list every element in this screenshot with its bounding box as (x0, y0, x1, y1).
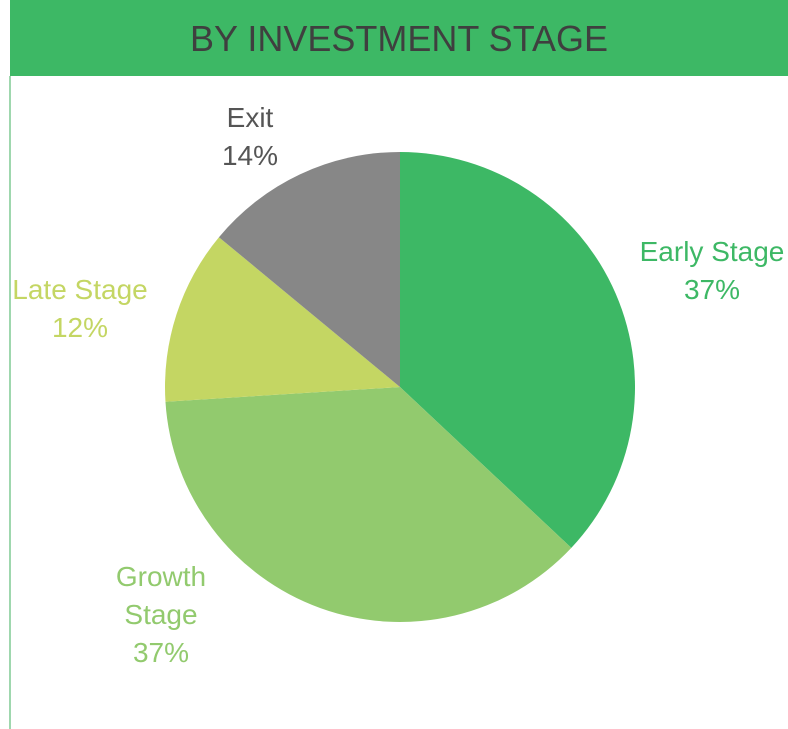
pie-slice (400, 152, 635, 548)
value-label: 37% (132, 637, 190, 668)
slice-label: Growth Stage 37% (101, 558, 221, 672)
category-label: Growth Stage (115, 561, 207, 630)
pie-slice (165, 387, 572, 622)
pie-slice (165, 237, 400, 402)
left-rule (9, 76, 11, 729)
category-label: Late Stage (12, 274, 148, 305)
slice-label: Late Stage 12% (0, 271, 180, 347)
chart-title: BY INVESTMENT STAGE (189, 18, 609, 59)
slice-label: Early Stage 37% (612, 233, 788, 309)
pie-slice (218, 152, 400, 387)
category-label: Exit (226, 102, 274, 133)
slice-label: Exit 14% (190, 99, 310, 175)
category-label: Early Stage (639, 236, 785, 267)
value-label: 12% (51, 312, 109, 343)
value-label: 37% (683, 274, 741, 305)
value-label: 14% (221, 140, 279, 171)
header-bar (10, 0, 788, 76)
